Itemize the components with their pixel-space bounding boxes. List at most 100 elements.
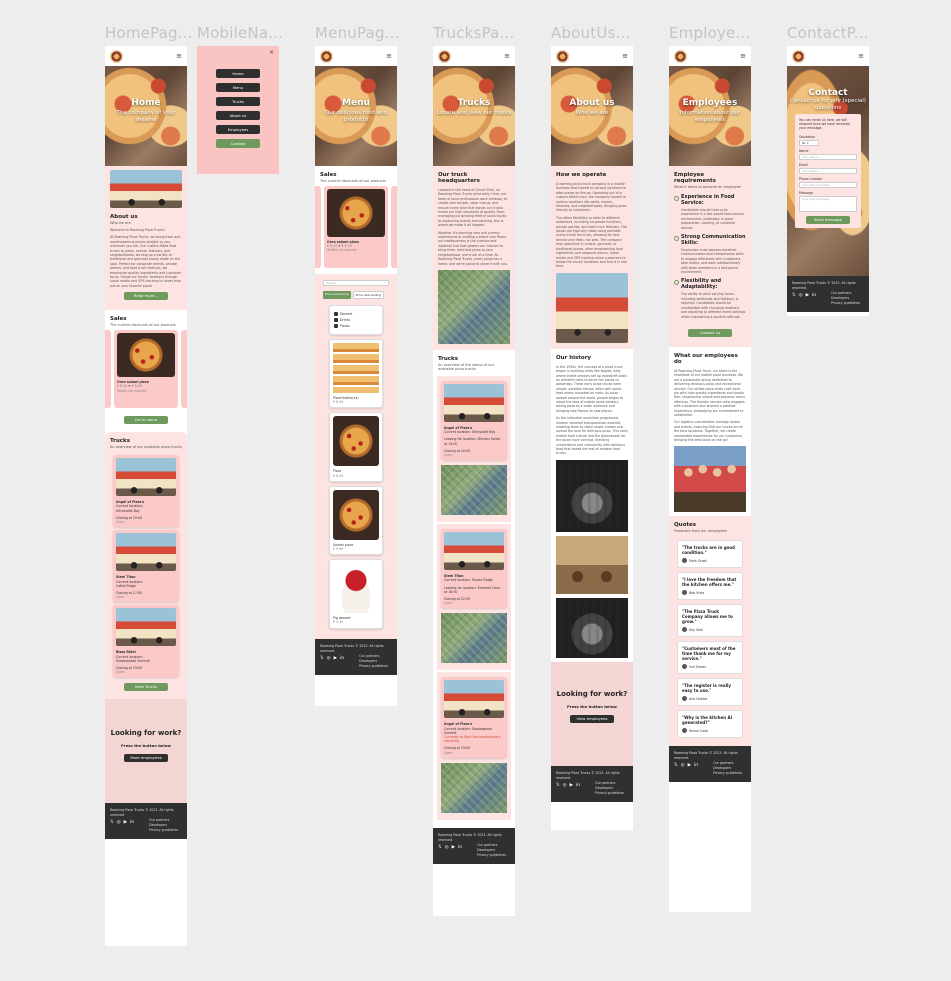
linkedin-icon[interactable]: in <box>130 820 135 826</box>
message-textarea[interactable]: Type your message... <box>799 195 857 212</box>
footer-link-partners[interactable]: Our partners <box>595 780 616 785</box>
logo[interactable] <box>674 49 687 63</box>
hamburger-icon[interactable]: ≡ <box>386 51 392 60</box>
footer-link-partners[interactable]: Our partners <box>359 653 380 658</box>
sale-card[interactable]: Oreo salami pizza € 8.49 ▼ € 6.99 Totall… <box>324 186 388 268</box>
x-icon[interactable]: 𝕏 <box>320 655 324 661</box>
youtube-icon[interactable]: ▶ <box>451 844 456 850</box>
x-icon[interactable]: 𝕏 <box>792 293 796 298</box>
filter-drinks[interactable]: Drinks <box>334 318 378 322</box>
name-label: Name <box>799 148 809 153</box>
instagram-icon[interactable]: ◎ <box>444 844 449 850</box>
youtube-icon[interactable]: ▶ <box>333 655 338 661</box>
footer-link-privacy[interactable]: Privacy guidelines <box>595 790 624 795</box>
footer-link-partners[interactable]: Our partners <box>149 818 170 823</box>
x-icon[interactable]: 𝕏 <box>556 782 560 788</box>
x-icon[interactable]: 𝕏 <box>438 844 442 850</box>
instagram-icon[interactable]: ◎ <box>680 763 685 769</box>
close-icon[interactable]: × <box>268 49 274 56</box>
instagram-icon[interactable]: ◎ <box>116 820 121 826</box>
logo[interactable] <box>556 49 569 63</box>
logo[interactable] <box>110 49 123 63</box>
logo[interactable] <box>320 49 333 63</box>
logo[interactable] <box>438 49 451 63</box>
logo[interactable] <box>792 49 805 63</box>
filter-pizzas[interactable]: Pizzas <box>334 324 378 328</box>
sale-pizza-image <box>117 333 175 378</box>
instagram-icon[interactable]: ◎ <box>798 293 803 298</box>
linkedin-icon[interactable]: in <box>694 763 699 769</box>
nav-item-menu[interactable]: Menu <box>216 83 260 92</box>
truck-card[interactable]: Bizza Rider Current location: Shadowpeak… <box>113 605 179 678</box>
view-trucks-button[interactable]: View Trucks <box>124 683 168 692</box>
product-card[interactable]: Pig dessert € 4.49 <box>329 559 383 629</box>
view-employees-button[interactable]: View employees <box>570 714 614 723</box>
footer-link-privacy[interactable]: Privacy guidelines <box>713 771 742 776</box>
truck-card[interactable]: Angel of Pizza's Current location: Ultra… <box>113 455 179 528</box>
footer-link-developers[interactable]: Developers <box>477 847 496 852</box>
footer-link-partners[interactable]: Our partners <box>713 761 734 766</box>
linkedin-icon[interactable]: in <box>576 782 581 788</box>
send-message-button[interactable]: Send message <box>806 215 850 224</box>
linkedin-icon[interactable]: in <box>812 293 817 298</box>
hamburger-icon[interactable]: ≡ <box>858 51 864 60</box>
salutation-select[interactable]: Mr. ▾ <box>799 139 819 146</box>
what-body: At Roaming Pizza Truck, our team is the … <box>674 368 745 417</box>
truck-card[interactable]: Angel of Pizza's Current location: Ultra… <box>441 380 507 461</box>
footer-link-partners[interactable]: Our partners <box>477 842 498 847</box>
truck-card[interactable]: Steel Titan Current location: Cattle Rid… <box>113 530 179 603</box>
instagram-icon[interactable]: ◎ <box>326 655 331 661</box>
tab-price-descending[interactable]: Price descending <box>352 291 385 299</box>
truck-card[interactable]: Angel of Pizza's Current location: Shado… <box>441 677 507 758</box>
nav-item-contact[interactable]: Contact <box>216 139 260 148</box>
footer-link-partners[interactable]: Our partners <box>831 291 852 295</box>
youtube-icon[interactable]: ▶ <box>805 293 810 298</box>
footer-link-developers[interactable]: Developers <box>595 785 614 790</box>
nav-item-about[interactable]: About us <box>216 111 260 120</box>
filter-dessert[interactable]: Dessert <box>334 312 378 316</box>
nav-item-trucks[interactable]: Trucks <box>216 97 260 106</box>
check-icon <box>674 236 679 242</box>
footer-link-privacy[interactable]: Privacy guidelines <box>149 828 178 833</box>
truck-closing: Closing at 17:00 <box>116 590 143 595</box>
work-heading: Looking for work? <box>110 729 182 738</box>
product-card[interactable]: Pizza'matrio(xx) € 8.99 <box>329 339 383 409</box>
name-input[interactable]: Your name... <box>799 153 857 160</box>
youtube-icon[interactable]: ▶ <box>687 763 692 769</box>
product-card[interactable]: Salami pizza € 9.99 <box>329 485 383 556</box>
truck-card[interactable]: Steel Titan Current location: Tundra Rid… <box>441 529 507 609</box>
footer-copyright: Roaming Pizza Trucks © 2023. All rights … <box>110 808 174 818</box>
hamburger-icon[interactable]: ≡ <box>504 51 510 60</box>
email-input[interactable]: Your email... <box>799 167 857 174</box>
footer-link-privacy[interactable]: Privacy guidelines <box>831 301 860 305</box>
nav-item-employees[interactable]: Employees <box>216 125 260 134</box>
footer-link-privacy[interactable]: Privacy guidelines <box>359 663 388 668</box>
footer-link-developers[interactable]: Developers <box>713 766 732 771</box>
youtube-icon[interactable]: ▶ <box>569 782 574 788</box>
sale-card[interactable]: Oreo salami pizza € 8.49 ▼ € 6.99 Totall… <box>114 330 178 409</box>
go-to-menu-button[interactable]: Go to menu <box>124 416 168 425</box>
read-more-button[interactable]: Read more... <box>124 292 168 301</box>
search-input[interactable]: Search ⌕ <box>323 280 389 286</box>
tab-price-ascending[interactable]: Price ascending <box>323 291 351 299</box>
x-icon[interactable]: 𝕏 <box>674 763 678 769</box>
more-employees-button[interactable]: More employees <box>124 754 168 763</box>
linkedin-icon[interactable]: in <box>340 655 345 661</box>
footer-link-developers[interactable]: Developers <box>359 658 378 663</box>
hamburger-icon[interactable]: ≡ <box>740 51 746 60</box>
linkedin-icon[interactable]: in <box>458 844 463 850</box>
hamburger-icon[interactable]: ≡ <box>176 51 182 60</box>
x-icon[interactable]: 𝕏 <box>110 820 114 826</box>
instagram-icon[interactable]: ◎ <box>562 782 567 788</box>
contact-us-button[interactable]: Contact us <box>688 328 732 337</box>
form-intro: You can email us here, we will respond o… <box>799 118 850 131</box>
truck-image <box>444 383 504 422</box>
footer-link-developers[interactable]: Developers <box>831 296 850 300</box>
product-card[interactable]: Pizza € 8.49 <box>329 412 383 482</box>
youtube-icon[interactable]: ▶ <box>123 820 128 826</box>
footer-link-developers[interactable]: Developers <box>149 823 168 828</box>
nav-item-home[interactable]: Home <box>216 69 260 78</box>
phone-input[interactable]: Your phone number... <box>799 181 857 188</box>
hamburger-icon[interactable]: ≡ <box>622 51 628 60</box>
footer-link-privacy[interactable]: Privacy guidelines <box>477 852 506 857</box>
